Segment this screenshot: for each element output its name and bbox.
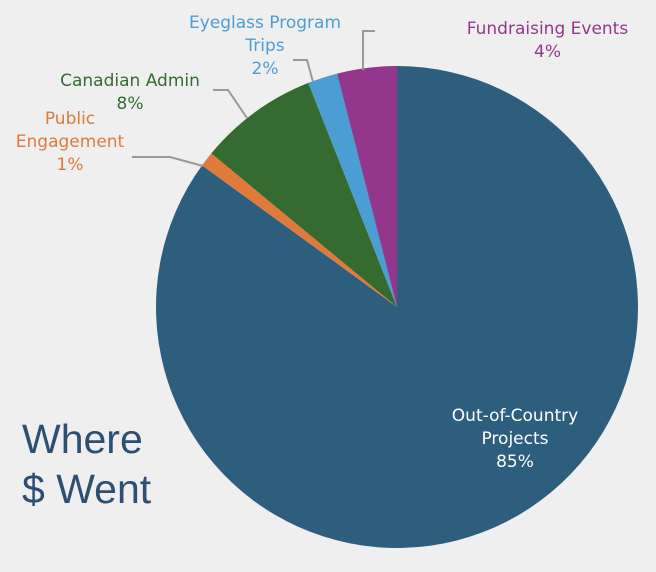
label-pct: 4% (534, 42, 561, 62)
label-line: Engagement (15, 132, 125, 152)
label-line: Eyeglass Program (188, 13, 342, 33)
pie-slice-public-engagement (202, 153, 397, 307)
pie-slice-out-of-country-projects (156, 66, 639, 548)
leader-line-public-engagement (132, 156, 204, 167)
pie-slice-eyeglass-program-trips (308, 73, 397, 307)
label-line: Out-of-Country (451, 406, 579, 426)
label-line: Canadian Admin (60, 71, 200, 91)
label-pct: 85% (496, 452, 534, 472)
label-eyeglass: Eyeglass Program Trips 2% (175, 12, 355, 81)
leader-line-fundraising (362, 30, 375, 70)
chart-title: Where $ Went (22, 414, 151, 514)
label-pct: 2% (251, 59, 279, 79)
title-line-2: $ Went (22, 466, 152, 512)
label-line: Fundraising Events (466, 19, 629, 39)
label-canadian-admin: Canadian Admin 8% (45, 70, 215, 116)
label-pct: 8% (116, 94, 144, 114)
label-line: Public (44, 109, 96, 129)
leader-line-eyeglass (293, 59, 314, 83)
label-line: Projects (481, 429, 549, 449)
label-public-engagement: Public Engagement 1% (0, 108, 140, 177)
pie-slice-fundraising-events (337, 66, 397, 307)
label-pct: 1% (56, 155, 84, 175)
title-line-1: Where (22, 416, 143, 462)
leader-line-canadian-admin (213, 89, 248, 119)
pie-slice-canadian-admin (211, 82, 397, 308)
label-line: Trips (245, 36, 285, 56)
label-out-of-country: Out-of-Country Projects 85% (420, 405, 610, 474)
label-fundraising: Fundraising Events 4% (450, 18, 645, 64)
